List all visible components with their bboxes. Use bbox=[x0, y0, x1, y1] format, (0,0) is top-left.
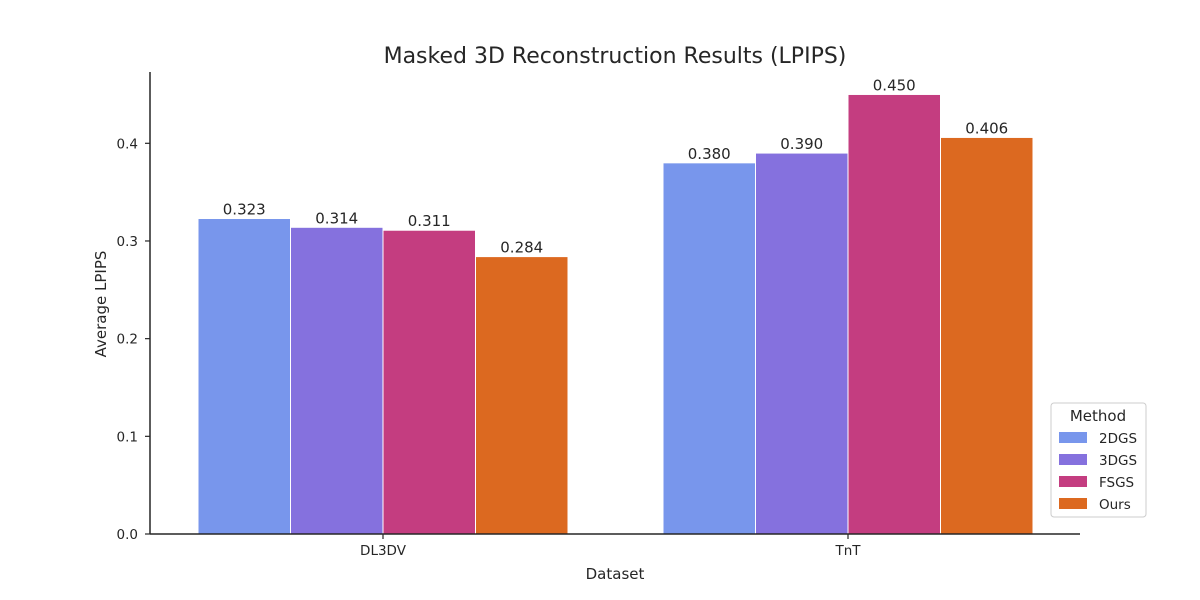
data-label: 0.323 bbox=[223, 201, 266, 219]
legend-label-2dgs: 2DGS bbox=[1099, 431, 1137, 447]
bar-3dgs-tnt bbox=[755, 152, 849, 535]
bar-2dgs-tnt bbox=[662, 162, 756, 535]
bar-3dgs-dl3dv bbox=[290, 226, 384, 535]
x-tick-label: DL3DV bbox=[360, 543, 407, 559]
legend-items: 2DGS 3DGS FSGS Ours bbox=[1059, 431, 1137, 513]
data-label: 0.311 bbox=[408, 212, 451, 230]
x-tick-label: TnT bbox=[834, 543, 861, 559]
data-label: 0.450 bbox=[873, 76, 916, 94]
bar-2dgs-dl3dv bbox=[197, 218, 291, 535]
legend-label-3dgs: 3DGS bbox=[1099, 453, 1137, 469]
x-axis-label: Dataset bbox=[586, 565, 645, 583]
bars-layer: 0.323 0.314 0.311 0.284 0.380 0.390 0.450 0.406 bbox=[197, 76, 1034, 535]
y-tick-label: 0.4 bbox=[117, 136, 138, 152]
y-tick-label: 0.2 bbox=[117, 332, 138, 348]
y-tick-label: 0.1 bbox=[117, 429, 138, 445]
axes-layer: DL3DV TnT 0.0 0.1 0.2 0.3 0.4 bbox=[117, 72, 1080, 559]
legend-title: Method bbox=[1070, 407, 1126, 425]
legend-swatch-ours bbox=[1059, 498, 1087, 509]
data-label: 0.406 bbox=[965, 119, 1008, 137]
data-label: 0.380 bbox=[688, 145, 731, 163]
bar-fsgs-tnt bbox=[847, 93, 941, 535]
y-axis-label: Average LPIPS bbox=[92, 251, 110, 358]
bar-fsgs-dl3dv bbox=[382, 229, 476, 535]
data-label: 0.284 bbox=[500, 239, 543, 257]
legend-swatch-3dgs bbox=[1059, 454, 1087, 465]
data-label: 0.390 bbox=[780, 135, 823, 153]
legend-swatch-2dgs bbox=[1059, 432, 1087, 443]
y-tick-label: 0.0 bbox=[117, 527, 138, 543]
legend-swatch-fsgs bbox=[1059, 476, 1087, 487]
legend-frame bbox=[1050, 402, 1147, 518]
legend-label-fsgs: FSGS bbox=[1099, 475, 1134, 491]
legend-label-ours: Ours bbox=[1099, 497, 1131, 513]
chart-title: Masked 3D Reconstruction Results (LPIPS) bbox=[384, 44, 847, 69]
y-tick-label: 0.3 bbox=[117, 234, 138, 250]
data-label: 0.314 bbox=[315, 209, 358, 227]
legend: Method 2DGS 3DGS FSGS Ours bbox=[1050, 402, 1147, 518]
bar-ours-dl3dv bbox=[475, 256, 569, 535]
bar-ours-tnt bbox=[940, 136, 1034, 535]
